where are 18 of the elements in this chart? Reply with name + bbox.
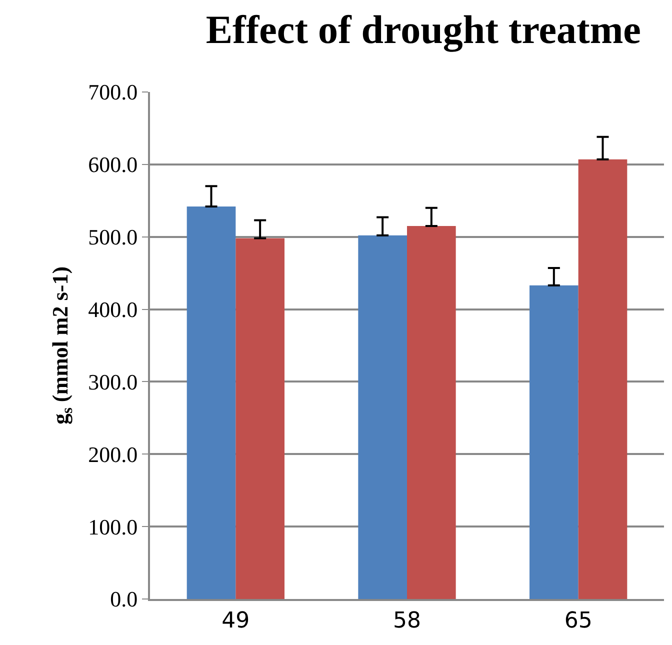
bar — [236, 238, 284, 599]
y-tick-label: 500.0 — [88, 224, 138, 250]
bar — [358, 235, 407, 599]
y-tick-label: 600.0 — [88, 152, 138, 178]
x-tick-label: 49 — [222, 608, 250, 634]
bar — [186, 206, 236, 599]
y-tick-label: 700.0 — [88, 80, 138, 105]
y-tick-label: 200.0 — [88, 442, 138, 467]
y-tick-label: 400.0 — [88, 296, 138, 322]
y-tick-label: 100.0 — [88, 514, 138, 540]
chart-title: Effect of drought treatme — [206, 7, 641, 52]
bar — [530, 285, 578, 599]
bar — [578, 159, 628, 599]
y-tick-label: 0.0 — [110, 586, 138, 612]
x-tick-label: 65 — [564, 608, 592, 634]
x-tick-label: 58 — [393, 608, 421, 634]
bar — [407, 226, 456, 599]
y-tick-label: 300.0 — [88, 369, 138, 394]
